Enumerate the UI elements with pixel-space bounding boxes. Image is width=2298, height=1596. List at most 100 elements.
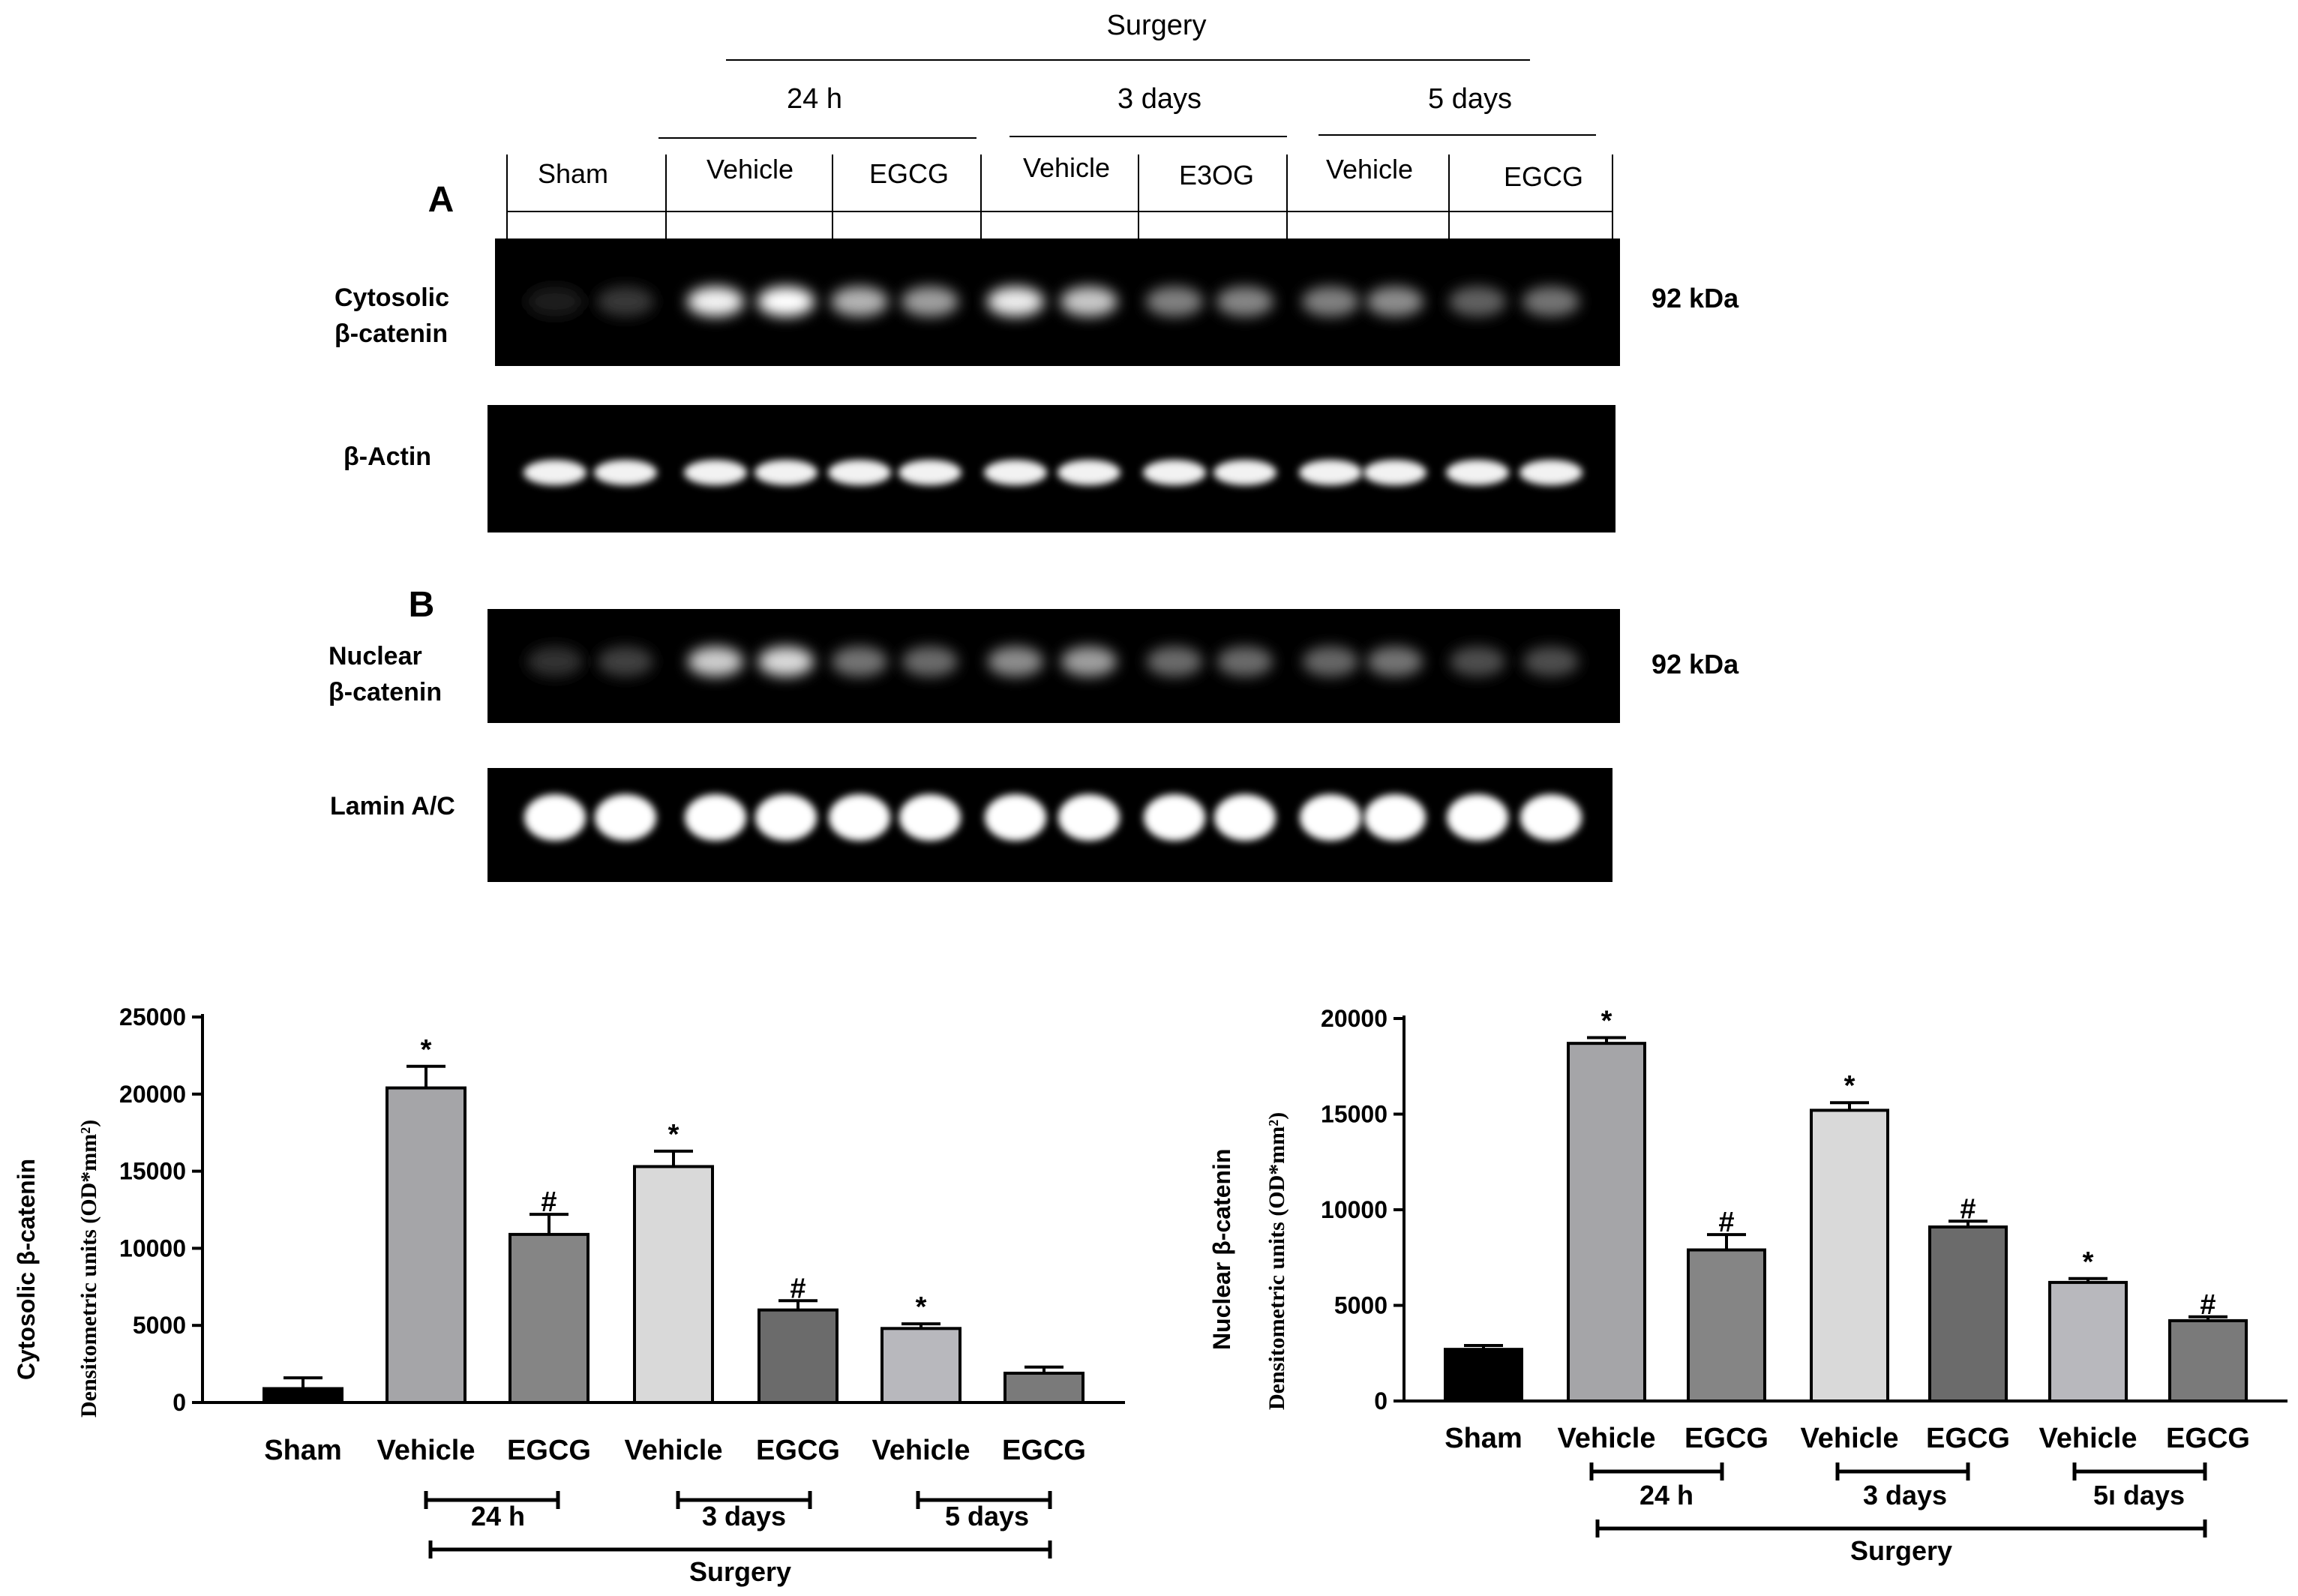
category-label: Vehicle <box>1801 1423 1899 1454</box>
group-label: 24 h <box>471 1501 525 1532</box>
y-tick-label: 15000 <box>1321 1101 1388 1128</box>
blot-band <box>1520 794 1582 841</box>
lane-label-egcg-24h: EGCG <box>869 158 949 189</box>
blot-band <box>594 460 657 485</box>
category-label: Vehicle <box>1558 1423 1656 1454</box>
lane-label-vehicle-3days: Vehicle <box>1023 152 1110 183</box>
group-label: 3 days <box>1863 1480 1947 1510</box>
group-label: 24 h <box>1640 1480 1694 1510</box>
y-axis-label-cytosolic: Cytosolic β-catenin <box>13 1159 40 1380</box>
blot-band <box>1522 286 1580 316</box>
category-labels: Sham Vehicle EGCG Vehicle EGCG Vehicle EGCG <box>1444 1423 2250 1454</box>
significance-marker: # <box>1960 1193 1976 1225</box>
blot-band <box>1214 794 1276 841</box>
blot-band <box>754 460 818 485</box>
blot-band <box>1144 794 1205 841</box>
group-label: 3 days <box>702 1501 786 1532</box>
bar <box>1444 1348 1523 1403</box>
category-label: EGCG <box>1926 1423 2010 1454</box>
blot-band <box>831 286 888 316</box>
category-label: Vehicle <box>2039 1423 2138 1454</box>
blot-band <box>687 286 744 316</box>
category-label: EGCG <box>507 1435 591 1466</box>
blot-band <box>987 286 1044 316</box>
lane-label-sham: Sham <box>538 158 608 189</box>
blot-band <box>1449 286 1506 316</box>
blot-band <box>1364 460 1426 485</box>
blot-band <box>1214 460 1276 485</box>
bar <box>633 1165 714 1404</box>
blot-band <box>524 794 586 841</box>
blot-band <box>984 460 1047 485</box>
significance-marker: * <box>1844 1070 1856 1102</box>
row-label-nuclear-line1: Nuclear <box>328 642 422 670</box>
blot-band <box>598 646 653 676</box>
y-tick-label: 0 <box>172 1389 186 1416</box>
row-label-actin: β-Actin <box>344 442 431 471</box>
surgery-header: Surgery <box>1106 10 1206 41</box>
category-label: Sham <box>264 1435 341 1466</box>
blot-band <box>595 794 656 841</box>
kda-label-nuclear: 92 kDa <box>1652 649 1739 680</box>
lane-label-egcg-5days: EGCG <box>1504 161 1583 192</box>
blot-band <box>1302 286 1359 316</box>
y-tick-label: 20000 <box>119 1081 186 1108</box>
blot-strip <box>488 768 1612 882</box>
timepoint-5days: 5 days <box>1428 83 1512 115</box>
significance-marker: * <box>1601 1006 1612 1037</box>
blot-band <box>526 286 584 316</box>
blot-band <box>684 460 747 485</box>
blot-band <box>1058 460 1120 485</box>
bar <box>758 1308 838 1405</box>
significance-marker: # <box>541 1186 556 1218</box>
category-label: EGCG <box>2166 1423 2250 1454</box>
nuclear-bar-chart: Nuclear β-catenin Densitometric units (O… <box>1208 1005 2288 1566</box>
row-label-cytosolic-line2: β-catenin <box>334 320 448 348</box>
category-label: EGCG <box>1684 1423 1768 1454</box>
significance-marker: * <box>916 1292 927 1323</box>
blot-band <box>1523 646 1579 676</box>
y-tick-label: 10000 <box>119 1234 186 1262</box>
blot-row-actin: β-Actin <box>344 405 1616 532</box>
band-group <box>526 286 1580 316</box>
blot-band <box>1299 460 1362 485</box>
blot-band <box>898 460 962 485</box>
significance-marker: # <box>790 1273 806 1304</box>
category-label: EGCG <box>1002 1435 1086 1466</box>
y-tick-label: 10000 <box>1321 1196 1388 1223</box>
row-label-nuclear-line2: β-catenin <box>328 678 442 706</box>
blot-band <box>899 794 961 841</box>
bar <box>1004 1371 1084 1405</box>
cytosolic-bar-chart: Cytosolic β-catenin Densitometric units … <box>13 1004 1125 1587</box>
bar <box>508 1232 590 1404</box>
blot-strip <box>488 405 1616 532</box>
blot-band <box>758 286 814 316</box>
blot-band <box>688 646 743 676</box>
blot-band <box>1061 646 1117 676</box>
blot-band <box>1450 646 1505 676</box>
bar <box>262 1387 344 1404</box>
bar <box>2168 1318 2248 1403</box>
bar <box>1928 1225 2008 1402</box>
lane-label-e3og-3days: E3OG <box>1179 160 1254 190</box>
blot-band <box>1300 794 1361 841</box>
y-tick-label: 0 <box>1374 1388 1388 1414</box>
axes: 0 5000 10000 15000 20000 25000 <box>119 1004 1125 1416</box>
blot-band <box>1146 286 1203 316</box>
significance-marker: # <box>2200 1289 2216 1321</box>
bar <box>1567 1042 1646 1403</box>
kda-label-cytosolic: 92 kDa <box>1652 283 1739 314</box>
significance-marker: # <box>1718 1207 1734 1238</box>
timepoint-24h: 24 h <box>787 83 842 115</box>
y-tick-label: 25000 <box>119 1004 186 1030</box>
y-tick-label: 5000 <box>1334 1292 1388 1319</box>
blot-band <box>755 794 817 841</box>
blot-band <box>902 286 958 316</box>
category-label: EGCG <box>756 1435 840 1466</box>
significance-marker: * <box>2083 1246 2094 1278</box>
significance-marker: * <box>421 1034 432 1066</box>
row-label-lamin: Lamin A/C <box>330 792 455 820</box>
panel-label-b: B <box>409 585 435 625</box>
group-brackets: 24 h 3 days 5ı days Surgery <box>1589 1462 2207 1566</box>
